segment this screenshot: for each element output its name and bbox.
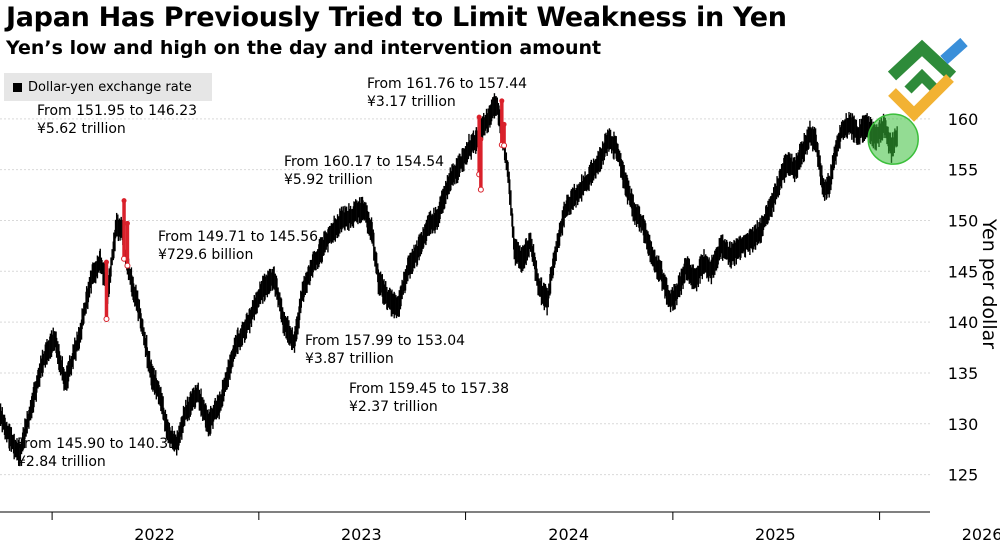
annotation-amount: ¥2.84 trillion: [17, 454, 106, 470]
y-tick-label: 135: [948, 364, 979, 383]
annotation-range: From 159.45 to 157.38: [349, 381, 509, 397]
intervention-low-dot: [477, 186, 484, 193]
annotation-range: From 145.90 to 140.31: [17, 436, 177, 452]
highlight-circle: [867, 113, 919, 165]
x-tick-label: 2025: [755, 525, 796, 544]
chart-title: Japan Has Previously Tried to Limit Weak…: [6, 2, 787, 33]
intervention-low-dot: [501, 142, 508, 149]
y-tick-label: 130: [948, 415, 979, 434]
x-tick-label: 2023: [341, 525, 382, 544]
y-tick-label: 140: [948, 313, 979, 332]
annotation-amount: ¥3.87 trillion: [305, 351, 394, 367]
y-tick-label: 160: [948, 110, 979, 129]
intervention-high-dot: [499, 98, 505, 104]
x-tick-label: 2026: [962, 525, 1000, 544]
intervention-high-dot: [476, 114, 482, 120]
legend-label: Dollar-yen exchange rate: [28, 79, 192, 95]
annotation-amount: ¥5.92 trillion: [284, 172, 373, 188]
x-tick-label: 2022: [134, 525, 175, 544]
chart-legend: Dollar-yen exchange rate: [4, 73, 212, 101]
annotation-range: From 160.17 to 154.54: [284, 154, 444, 170]
annotation-range: From 157.99 to 153.04: [305, 333, 465, 349]
chart-subtitle: Yen’s low and high on the day and interv…: [6, 37, 602, 59]
intervention-high-dot: [478, 136, 484, 142]
intervention-high-dot: [501, 121, 507, 127]
annotation-amount: ¥2.37 trillion: [349, 399, 438, 415]
y-tick-label: 155: [948, 161, 979, 180]
y-tick-label: 125: [948, 466, 979, 485]
annotation-amount: ¥3.17 trillion: [367, 94, 456, 110]
y-tick-label: 145: [948, 262, 979, 281]
annotation-range: From 161.76 to 157.44: [367, 76, 527, 92]
intervention-low-dot: [103, 315, 110, 322]
annotation-range: From 149.71 to 145.56: [158, 229, 318, 245]
annotation-amount: ¥5.62 trillion: [37, 121, 126, 137]
x-tick-label: 2024: [548, 525, 589, 544]
brand-logo-icon: [887, 38, 968, 122]
intervention-high-dot: [121, 198, 127, 204]
intervention-high-dot: [103, 259, 109, 265]
intervention-high-dot: [124, 220, 130, 226]
annotation-range: From 151.95 to 146.23: [37, 103, 197, 119]
y-tick-label: 150: [948, 211, 979, 230]
y-axis-label: Yen per dollar: [978, 218, 1000, 349]
annotation-amount: ¥729.6 billion: [158, 247, 253, 263]
legend-swatch: [13, 82, 22, 92]
intervention-low-dot: [124, 262, 131, 269]
